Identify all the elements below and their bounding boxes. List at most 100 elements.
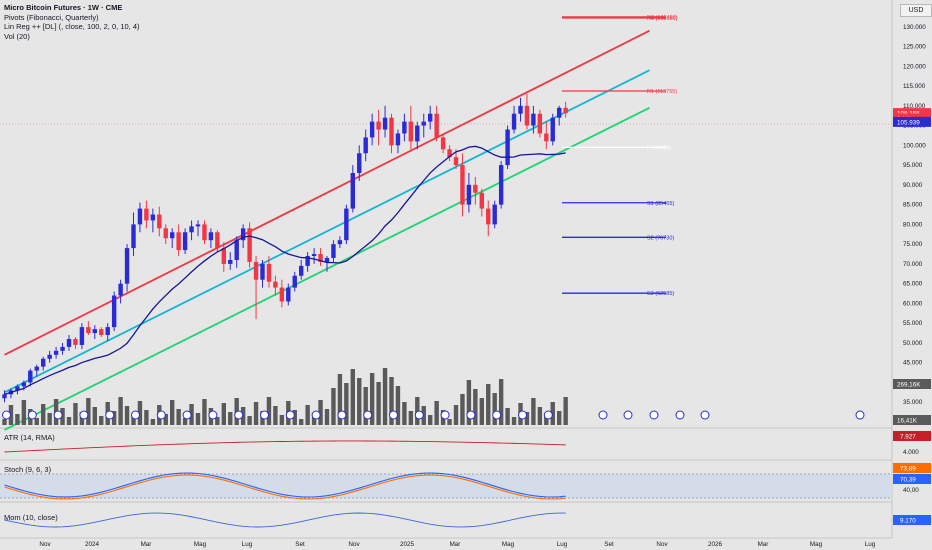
stoch-axis-label: 40,00 (903, 487, 919, 494)
candle (505, 129, 510, 166)
candle (299, 265, 304, 276)
volume-bar (318, 400, 323, 425)
volume-bar (202, 399, 207, 425)
pivot-label-r2: R2 (132490) (647, 15, 678, 21)
stoch-k-line (4, 472, 566, 498)
mom-pane-label[interactable]: Mom (10, close) (4, 513, 58, 522)
candle (189, 226, 194, 233)
volume-bar (337, 374, 343, 425)
x-tick-label: Set (295, 541, 305, 548)
candle (157, 214, 162, 229)
volume-bar (15, 414, 20, 425)
event-marker-icon (2, 410, 11, 420)
y-tick-label: 120.000 (903, 63, 926, 70)
candle (344, 208, 349, 241)
volume-bar (550, 402, 555, 425)
candle (537, 113, 543, 134)
y-tick-label: 45.000 (903, 360, 923, 367)
volume-bar (292, 410, 297, 425)
volume-bar (299, 419, 304, 425)
indicator-linreg-label[interactable]: Lin Reg ++ [DL] (, close, 100, 2, 0, 10,… (4, 22, 140, 32)
volume-bar (324, 409, 330, 425)
x-tick-label: Mag (194, 541, 207, 548)
candle (228, 259, 233, 264)
volume-bar (537, 407, 543, 425)
atr-pane-label[interactable]: ATR (14, RMA) (4, 433, 55, 442)
candle (305, 256, 310, 266)
volume-bar (460, 394, 465, 425)
volume-bar (350, 369, 355, 425)
volume-bar (344, 383, 349, 425)
currency-button[interactable]: USD (900, 4, 932, 17)
indicator-volume-label[interactable]: Vol (20) (4, 31, 30, 41)
volume-bar (240, 407, 246, 425)
candle (324, 257, 330, 262)
stoch-d-line (4, 474, 566, 500)
candle (453, 157, 459, 166)
x-tick-label: Lug (242, 541, 253, 548)
price-label-box (893, 116, 931, 127)
candle (389, 117, 394, 146)
event-marker-icon (363, 410, 373, 420)
volume-bar (279, 415, 285, 425)
volume-bar (247, 416, 252, 425)
mom-line (4, 512, 566, 528)
candle (311, 254, 317, 256)
candle (460, 165, 465, 205)
x-tick-label: Mar (758, 541, 769, 548)
event-marker-icon (649, 410, 659, 420)
y-tick-label: 85.000 (903, 202, 923, 209)
volume-bar (466, 380, 472, 425)
candle (92, 329, 97, 334)
volume-bar (92, 407, 97, 425)
candle (253, 261, 259, 280)
volume-bar (524, 412, 530, 425)
event-marker-icon (105, 410, 115, 420)
volume-bar (2, 419, 7, 425)
event-marker-icon (131, 410, 140, 420)
candle (337, 240, 343, 245)
volume-bar (408, 411, 414, 425)
event-marker-icon (156, 410, 166, 420)
candle (260, 263, 265, 280)
x-tick-label: 2026 (708, 541, 723, 548)
candle (531, 113, 536, 126)
candle (376, 121, 381, 130)
x-tick-label: Lug (557, 541, 568, 548)
volume-bar (73, 403, 78, 425)
y-tick-label: 65.000 (903, 281, 923, 288)
candle (279, 287, 285, 302)
candle (118, 283, 123, 296)
candle (350, 173, 355, 209)
volume-bar (41, 404, 46, 425)
volume-bar (479, 398, 484, 425)
x-tick-label: Lug (865, 541, 876, 548)
indicator-pivots-label[interactable]: Pivots (Fibonacci, Quarterly) (4, 12, 99, 22)
price-label: 105.939 (897, 119, 920, 126)
candle (15, 386, 20, 391)
event-marker-icon (518, 410, 527, 420)
candle (292, 275, 297, 288)
volume-label-box (893, 379, 931, 389)
volume-bar (86, 398, 91, 425)
symbol-title[interactable]: Micro Bitcoin Futures · 1W · CME (4, 3, 123, 12)
volume-bar (544, 416, 549, 425)
candle (79, 327, 85, 345)
event-marker-icon (492, 410, 502, 420)
y-tick-label: 130.000 (903, 24, 926, 31)
candle (479, 192, 484, 209)
candle (111, 295, 117, 328)
candle (73, 339, 78, 345)
stoch-pane-label[interactable]: Stoch (9, 6, 3) (4, 465, 52, 474)
candle (331, 244, 336, 258)
candle (357, 153, 362, 173)
x-tick-label: Nov (348, 541, 360, 548)
candle (363, 137, 368, 154)
volume-bar (376, 382, 381, 425)
volume-bar (563, 397, 568, 425)
y-tick-label: 115.000 (903, 83, 926, 90)
candle (2, 394, 7, 399)
candle (498, 165, 504, 205)
y-tick-label: 95.000 (903, 162, 923, 169)
